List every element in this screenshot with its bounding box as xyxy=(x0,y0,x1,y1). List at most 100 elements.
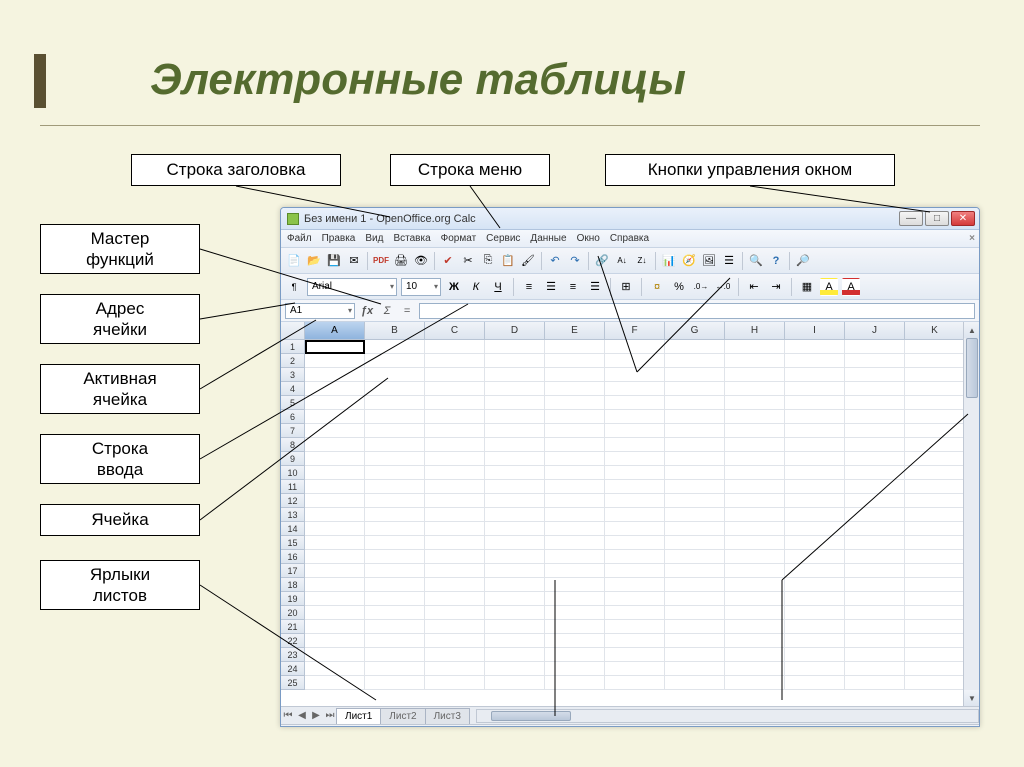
cell[interactable] xyxy=(545,536,605,550)
cell[interactable] xyxy=(725,536,785,550)
cell[interactable] xyxy=(725,620,785,634)
cell[interactable] xyxy=(365,662,425,676)
row-header[interactable]: 12 xyxy=(281,494,305,508)
cell[interactable] xyxy=(785,382,845,396)
cell[interactable] xyxy=(365,396,425,410)
row-header[interactable]: 4 xyxy=(281,382,305,396)
close-button[interactable]: ✕ xyxy=(951,211,975,226)
cell[interactable] xyxy=(665,424,725,438)
cell[interactable] xyxy=(905,368,965,382)
cell[interactable] xyxy=(785,606,845,620)
cell[interactable] xyxy=(485,410,545,424)
cell[interactable] xyxy=(305,522,365,536)
cell[interactable] xyxy=(365,536,425,550)
cell[interactable] xyxy=(365,592,425,606)
cell[interactable] xyxy=(665,452,725,466)
cell[interactable] xyxy=(845,508,905,522)
cell[interactable] xyxy=(785,564,845,578)
cell[interactable] xyxy=(725,396,785,410)
cell[interactable] xyxy=(425,452,485,466)
vertical-scrollbar[interactable]: ▲ ▼ xyxy=(963,322,979,706)
column-header[interactable]: G xyxy=(665,322,725,340)
sheet-tab[interactable]: Лист2 xyxy=(380,708,425,724)
row-header[interactable]: 21 xyxy=(281,620,305,634)
cell[interactable] xyxy=(725,368,785,382)
cut-icon[interactable]: ✂ xyxy=(459,252,477,270)
cell[interactable] xyxy=(785,438,845,452)
decimal-rem-icon[interactable]: ←.0 xyxy=(714,278,732,296)
cell[interactable] xyxy=(425,578,485,592)
sheet-tab[interactable]: Лист1 xyxy=(336,708,381,724)
cell[interactable] xyxy=(665,648,725,662)
row-header[interactable]: 18 xyxy=(281,578,305,592)
cell[interactable] xyxy=(365,466,425,480)
cell[interactable] xyxy=(425,368,485,382)
cell[interactable] xyxy=(905,424,965,438)
cell[interactable] xyxy=(845,536,905,550)
cell[interactable] xyxy=(485,382,545,396)
cell[interactable] xyxy=(845,438,905,452)
cell[interactable] xyxy=(545,354,605,368)
cell[interactable] xyxy=(665,676,725,690)
cell[interactable] xyxy=(305,606,365,620)
cell[interactable] xyxy=(605,620,665,634)
cell[interactable] xyxy=(545,634,605,648)
cell[interactable] xyxy=(365,648,425,662)
cell[interactable] xyxy=(725,438,785,452)
cell[interactable] xyxy=(665,396,725,410)
cell[interactable] xyxy=(905,550,965,564)
row-header[interactable]: 6 xyxy=(281,410,305,424)
column-header[interactable]: A xyxy=(305,322,365,340)
row-header[interactable]: 19 xyxy=(281,592,305,606)
copy-icon[interactable]: ⎘ xyxy=(479,252,497,270)
sheet-tab[interactable]: Лист3 xyxy=(425,708,470,724)
minimize-button[interactable]: — xyxy=(899,211,923,226)
cell[interactable] xyxy=(485,452,545,466)
cell[interactable] xyxy=(605,368,665,382)
menu-item[interactable]: Вставка xyxy=(393,233,430,244)
cell[interactable] xyxy=(785,424,845,438)
cell[interactable] xyxy=(665,438,725,452)
cell[interactable] xyxy=(785,676,845,690)
cell[interactable] xyxy=(785,536,845,550)
cell[interactable] xyxy=(545,424,605,438)
sum-icon[interactable]: Σ xyxy=(379,303,395,319)
cell[interactable] xyxy=(785,466,845,480)
cell[interactable] xyxy=(785,494,845,508)
cell[interactable] xyxy=(665,662,725,676)
cell[interactable] xyxy=(845,396,905,410)
menu-item[interactable]: Данные xyxy=(530,233,566,244)
cell[interactable] xyxy=(365,438,425,452)
cell[interactable] xyxy=(305,578,365,592)
column-header[interactable]: D xyxy=(485,322,545,340)
cell[interactable] xyxy=(545,480,605,494)
cell[interactable] xyxy=(725,410,785,424)
cell[interactable] xyxy=(365,410,425,424)
cell[interactable] xyxy=(845,550,905,564)
cell[interactable] xyxy=(305,564,365,578)
cell[interactable] xyxy=(305,368,365,382)
cell[interactable] xyxy=(785,522,845,536)
cell[interactable] xyxy=(365,522,425,536)
column-header[interactable]: H xyxy=(725,322,785,340)
column-header[interactable]: E xyxy=(545,322,605,340)
cell[interactable] xyxy=(425,522,485,536)
cell[interactable] xyxy=(845,410,905,424)
cell[interactable] xyxy=(305,550,365,564)
cell[interactable] xyxy=(725,508,785,522)
cell[interactable] xyxy=(545,452,605,466)
cell[interactable] xyxy=(425,508,485,522)
cell[interactable] xyxy=(605,676,665,690)
cell[interactable] xyxy=(425,410,485,424)
cell[interactable] xyxy=(785,368,845,382)
cell[interactable] xyxy=(605,340,665,354)
cell[interactable] xyxy=(425,340,485,354)
cell[interactable] xyxy=(905,438,965,452)
row-header[interactable]: 13 xyxy=(281,508,305,522)
cell[interactable] xyxy=(665,620,725,634)
cell[interactable] xyxy=(785,578,845,592)
source-icon[interactable]: ☰ xyxy=(720,252,738,270)
cell[interactable] xyxy=(545,606,605,620)
cell[interactable] xyxy=(365,494,425,508)
cell[interactable] xyxy=(545,564,605,578)
